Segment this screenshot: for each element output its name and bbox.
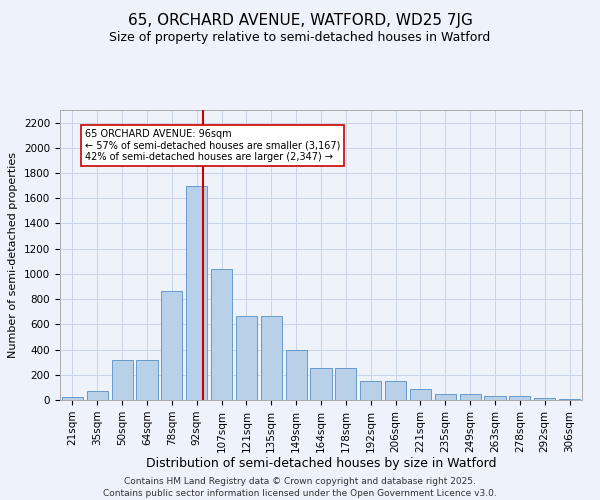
Bar: [236, 316, 257, 400]
Bar: [484, 396, 506, 400]
Bar: [360, 381, 381, 400]
Bar: [211, 269, 232, 400]
Bar: [161, 291, 182, 400]
X-axis label: Distribution of semi-detached houses by size in Watford: Distribution of semi-detached houses by …: [146, 458, 496, 470]
Bar: [435, 394, 456, 400]
Bar: [136, 360, 158, 400]
Text: Contains HM Land Registry data © Crown copyright and database right 2025.
Contai: Contains HM Land Registry data © Crown c…: [103, 476, 497, 498]
Bar: [62, 397, 83, 400]
Bar: [559, 398, 580, 400]
Text: 65 ORCHARD AVENUE: 96sqm
← 57% of semi-detached houses are smaller (3,167)
42% o: 65 ORCHARD AVENUE: 96sqm ← 57% of semi-d…: [85, 129, 340, 162]
Bar: [87, 390, 108, 400]
Text: Size of property relative to semi-detached houses in Watford: Size of property relative to semi-detach…: [109, 31, 491, 44]
Bar: [410, 390, 431, 400]
Bar: [310, 368, 332, 400]
Bar: [534, 398, 555, 400]
Bar: [509, 396, 530, 400]
Bar: [335, 368, 356, 400]
Bar: [385, 381, 406, 400]
Y-axis label: Number of semi-detached properties: Number of semi-detached properties: [8, 152, 19, 358]
Text: 65, ORCHARD AVENUE, WATFORD, WD25 7JG: 65, ORCHARD AVENUE, WATFORD, WD25 7JG: [128, 12, 472, 28]
Bar: [112, 360, 133, 400]
Bar: [186, 186, 207, 400]
Bar: [460, 394, 481, 400]
Bar: [261, 316, 282, 400]
Bar: [286, 350, 307, 400]
